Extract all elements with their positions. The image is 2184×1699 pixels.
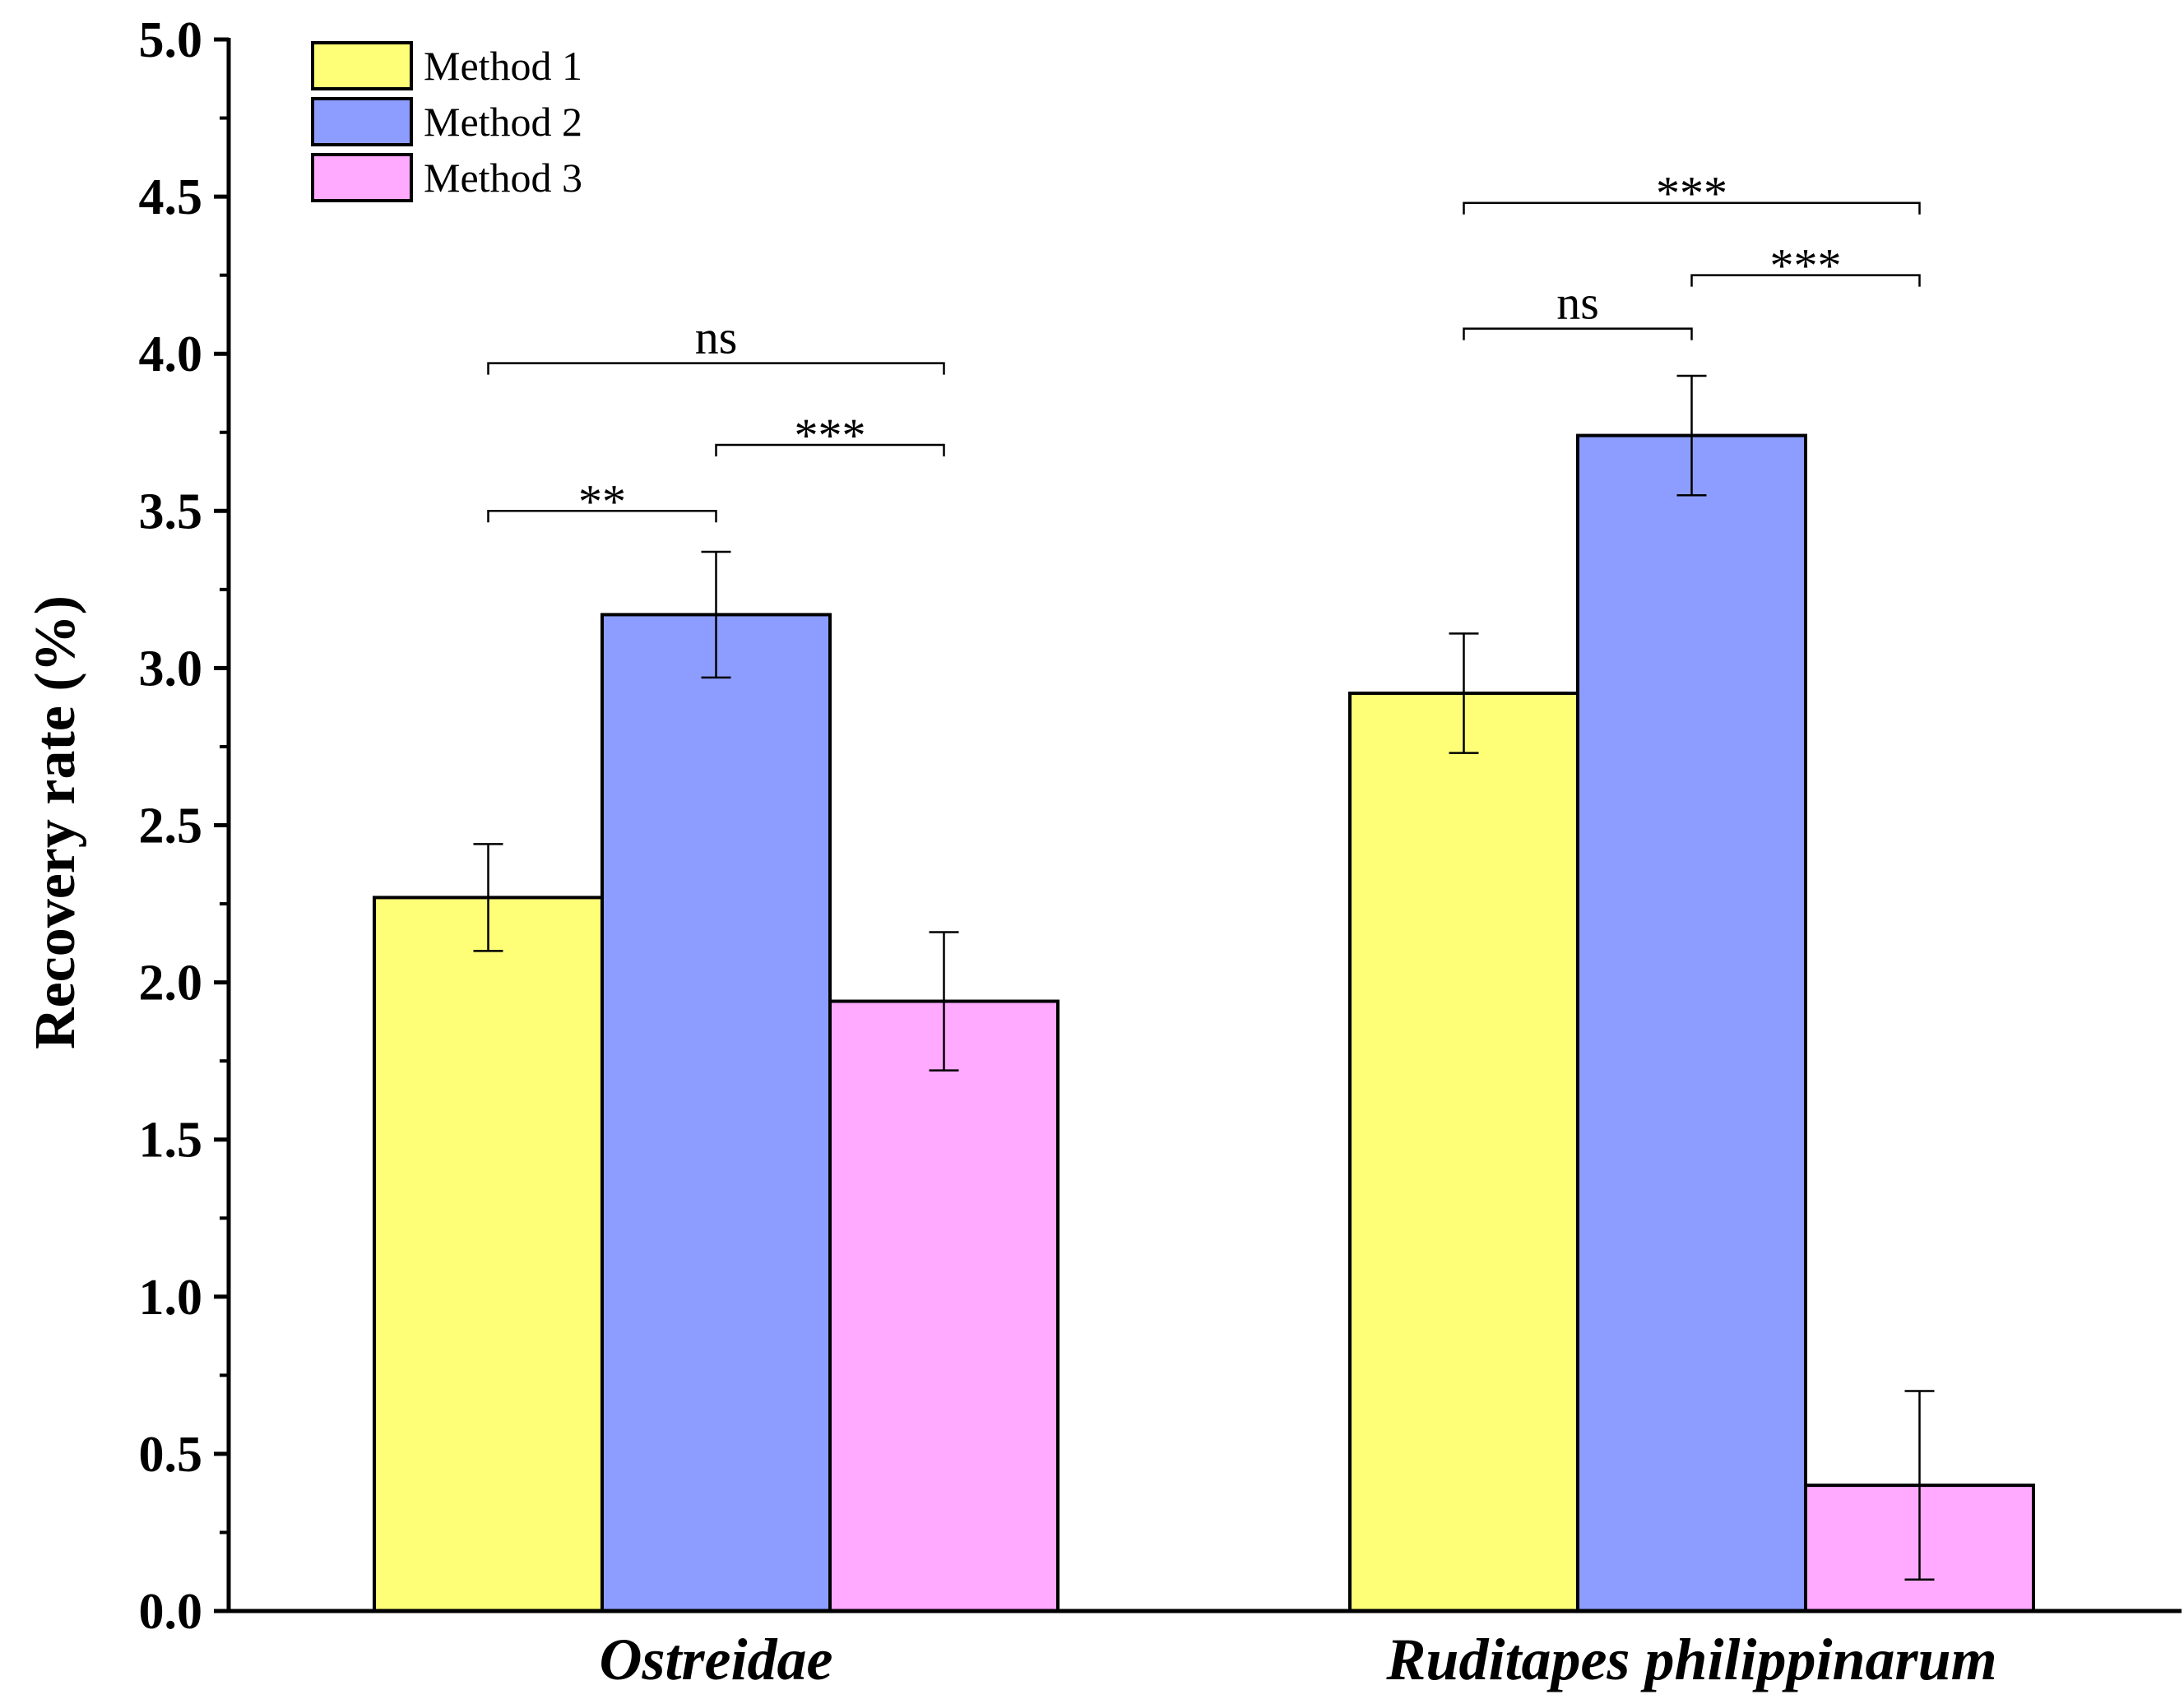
significance-label: *** [795, 409, 866, 462]
legend-label: Method 2 [424, 99, 582, 145]
legend-label: Method 3 [424, 155, 582, 201]
significance-bracket [487, 510, 717, 523]
significance-label: *** [1770, 239, 1842, 293]
significance-label: ns [1556, 276, 1599, 330]
axes: 0.0 0.5 1.0 1.5 2.0 2.5 3.0 3.5 4.0 4.5 5.0 Ostreid… [139, 12, 2182, 1692]
legend: Method 1 Method 2 Method 3 [311, 41, 582, 202]
significance-label: ns [695, 311, 738, 364]
bar-method-2-2 [1576, 433, 1807, 1613]
legend-swatch [311, 153, 413, 202]
significance-bracket [1690, 274, 1921, 287]
legend-swatch [311, 97, 413, 146]
y-tick-label: 1.0 [139, 1270, 203, 1326]
bar-method-1-1 [373, 896, 604, 1613]
y-tick-label: 5.0 [139, 12, 203, 68]
bars [373, 374, 2035, 1613]
y-tick-label: 3.0 [139, 641, 203, 697]
x-category-label: Ostreidae [600, 1627, 833, 1692]
y-tick-label: 0.5 [139, 1427, 203, 1483]
significance-bracket [1463, 201, 1921, 215]
y-tick-label: 4.0 [139, 326, 203, 382]
y-tick-label: 4.5 [139, 169, 203, 225]
significance-label: ** [578, 475, 626, 528]
significance-label: *** [1656, 167, 1727, 220]
bar-method-3-1 [828, 999, 1060, 1613]
legend-swatch [311, 41, 413, 90]
x-category-label: Ruditapes philippinarum [1385, 1627, 1996, 1692]
y-tick-label: 1.5 [139, 1113, 203, 1169]
significance-bracket [1463, 327, 1693, 340]
significance-bracket [487, 362, 945, 375]
significance-bracket [715, 443, 945, 457]
legend-label: Method 1 [424, 43, 582, 89]
y-tick-label: 3.5 [139, 484, 203, 539]
y-tick-label: 2.5 [139, 799, 203, 854]
bar-method-1-2 [1348, 691, 1579, 1613]
bar-method-2-1 [600, 613, 832, 1613]
y-tick-label: 0.0 [139, 1584, 203, 1640]
y-tick-label: 2.0 [139, 956, 203, 1012]
y-axis-label: Recovery rate (%) [24, 595, 87, 1049]
